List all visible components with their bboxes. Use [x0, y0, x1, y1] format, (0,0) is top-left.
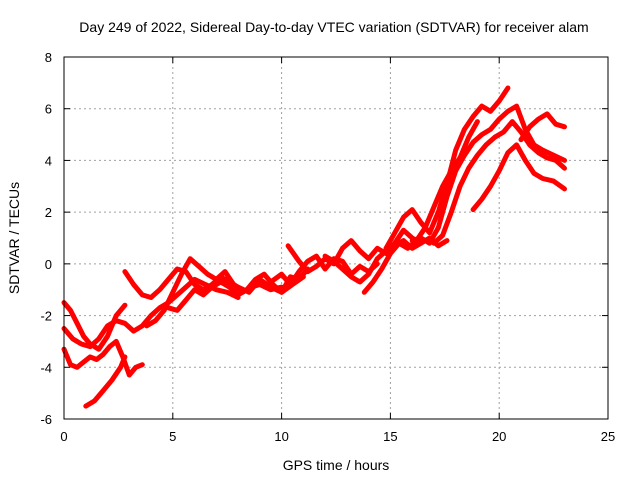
series-line-sat-14 — [431, 119, 567, 246]
series-line-sat-13 — [409, 103, 567, 246]
chart-title: Day 249 of 2022, Sidereal Day-to-day VTE… — [79, 19, 588, 35]
series-line-sat-16 — [518, 111, 567, 143]
y-tick-label: 8 — [45, 50, 52, 65]
series-line-sat-2 — [61, 338, 145, 378]
series-line-sat-15 — [470, 142, 567, 213]
y-tick-label: 6 — [45, 102, 52, 117]
x-tick-label: 25 — [601, 429, 615, 444]
x-tick-label: 0 — [60, 429, 67, 444]
series-line-sat-4 — [83, 354, 128, 409]
series-line-sat-9 — [285, 227, 424, 275]
series-line-sat-8 — [268, 253, 380, 287]
series-line-sat-3 — [61, 300, 128, 352]
y-tick-label: 4 — [45, 153, 52, 168]
y-axis-label: SDTVAR / TECUs — [6, 182, 22, 294]
series-group — [61, 85, 567, 409]
series-line-sat-12 — [383, 85, 511, 251]
ticks: 0 5 10 15 20 25 -6 -4 -2 0 2 4 6 8 — [40, 50, 615, 444]
series-line-sat-7 — [165, 266, 311, 313]
y-tick-label: 0 — [45, 257, 52, 272]
x-tick-label: 5 — [169, 429, 176, 444]
x-tick-label: 20 — [492, 429, 506, 444]
x-axis-label: GPS time / hours — [283, 457, 390, 473]
y-tick-label: -4 — [40, 360, 52, 375]
plot-frame — [63, 56, 609, 420]
y-tick-label: -2 — [40, 309, 52, 324]
x-tick-label: 15 — [383, 429, 397, 444]
y-tick-label: -6 — [40, 412, 52, 427]
x-tick-label: 10 — [274, 429, 288, 444]
series-line-sat-5 — [122, 266, 306, 300]
series-line-sat-6 — [144, 256, 285, 329]
series-line-sat-11 — [361, 119, 480, 295]
y-tick-label: 2 — [45, 205, 52, 220]
grid — [64, 57, 608, 419]
